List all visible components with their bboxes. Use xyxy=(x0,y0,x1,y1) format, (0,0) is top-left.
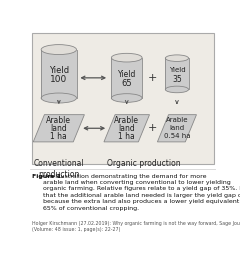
Text: 65: 65 xyxy=(121,79,132,88)
Text: Arable: Arable xyxy=(46,116,71,125)
Polygon shape xyxy=(33,115,84,142)
Ellipse shape xyxy=(41,45,77,54)
Ellipse shape xyxy=(41,93,77,103)
Text: An illustration demonstrating the demand for more
arable land when converting co: An illustration demonstrating the demand… xyxy=(43,174,240,211)
Text: 35: 35 xyxy=(172,75,182,84)
Text: land: land xyxy=(118,124,135,133)
FancyBboxPatch shape xyxy=(165,58,189,89)
Text: Arable: Arable xyxy=(166,117,188,123)
Text: Yield: Yield xyxy=(169,67,185,73)
FancyBboxPatch shape xyxy=(41,50,77,98)
Text: 1 ha: 1 ha xyxy=(50,132,67,141)
Text: Arable: Arable xyxy=(114,116,139,125)
Text: land: land xyxy=(169,125,185,131)
Text: Figure 1.: Figure 1. xyxy=(32,174,63,179)
FancyBboxPatch shape xyxy=(111,58,142,98)
Text: Yield: Yield xyxy=(49,66,69,75)
Text: Organic production: Organic production xyxy=(107,159,180,168)
Text: Holger Kirschmann (27.02.2019): Why organic farming is not the way forward, Sage: Holger Kirschmann (27.02.2019): Why orga… xyxy=(32,221,240,232)
Text: +: + xyxy=(148,73,157,83)
Text: +: + xyxy=(148,123,157,133)
Text: Yield: Yield xyxy=(118,70,136,79)
Ellipse shape xyxy=(165,86,189,93)
Ellipse shape xyxy=(111,94,142,102)
Text: 1 ha: 1 ha xyxy=(118,132,135,141)
Ellipse shape xyxy=(111,53,142,62)
FancyBboxPatch shape xyxy=(32,34,214,163)
Text: land: land xyxy=(50,124,67,133)
Polygon shape xyxy=(104,115,150,142)
Text: Conventional
production: Conventional production xyxy=(34,159,84,179)
Text: 100: 100 xyxy=(50,75,67,84)
Polygon shape xyxy=(157,115,197,142)
Ellipse shape xyxy=(165,55,189,62)
Text: 0.54 ha: 0.54 ha xyxy=(164,133,190,139)
